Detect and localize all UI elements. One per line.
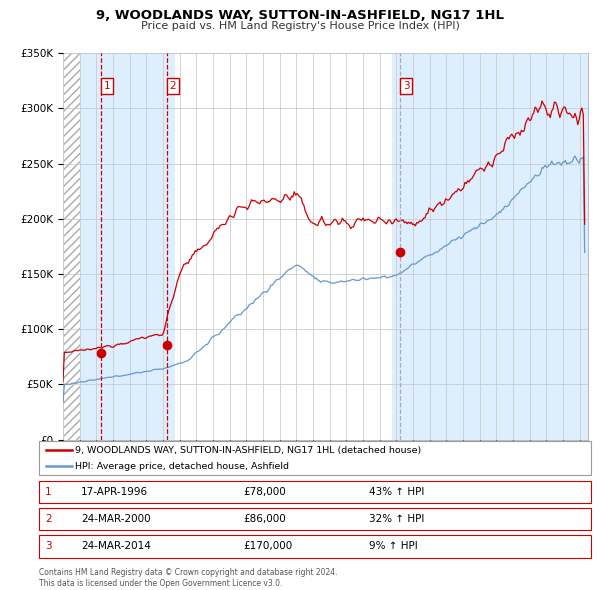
Bar	[392, 53, 588, 440]
Text: 1: 1	[104, 81, 110, 91]
Text: 3: 3	[403, 81, 409, 91]
Text: £170,000: £170,000	[243, 542, 292, 551]
Text: 17-APR-1996: 17-APR-1996	[81, 487, 148, 497]
Text: 32% ↑ HPI: 32% ↑ HPI	[369, 514, 424, 524]
Text: £78,000: £78,000	[243, 487, 286, 497]
Text: 9, WOODLANDS WAY, SUTTON-IN-ASHFIELD, NG17 1HL: 9, WOODLANDS WAY, SUTTON-IN-ASHFIELD, NG…	[96, 9, 504, 22]
Text: £86,000: £86,000	[243, 514, 286, 524]
Text: 2: 2	[45, 514, 52, 524]
Text: Contains HM Land Registry data © Crown copyright and database right 2024.: Contains HM Land Registry data © Crown c…	[39, 568, 337, 577]
Text: Price paid vs. HM Land Registry's House Price Index (HPI): Price paid vs. HM Land Registry's House …	[140, 21, 460, 31]
Text: This data is licensed under the Open Government Licence v3.0.: This data is licensed under the Open Gov…	[39, 579, 283, 588]
Text: 9% ↑ HPI: 9% ↑ HPI	[369, 542, 418, 551]
Bar	[80, 53, 175, 440]
Text: 24-MAR-2000: 24-MAR-2000	[81, 514, 151, 524]
Text: HPI: Average price, detached house, Ashfield: HPI: Average price, detached house, Ashf…	[75, 461, 289, 471]
Text: 9, WOODLANDS WAY, SUTTON-IN-ASHFIELD, NG17 1HL (detached house): 9, WOODLANDS WAY, SUTTON-IN-ASHFIELD, NG…	[75, 446, 421, 455]
Text: 3: 3	[45, 542, 52, 551]
Text: 2: 2	[169, 81, 176, 91]
Bar	[63, 53, 80, 440]
Text: 1: 1	[45, 487, 52, 497]
Text: 24-MAR-2014: 24-MAR-2014	[81, 542, 151, 551]
Text: 43% ↑ HPI: 43% ↑ HPI	[369, 487, 424, 497]
